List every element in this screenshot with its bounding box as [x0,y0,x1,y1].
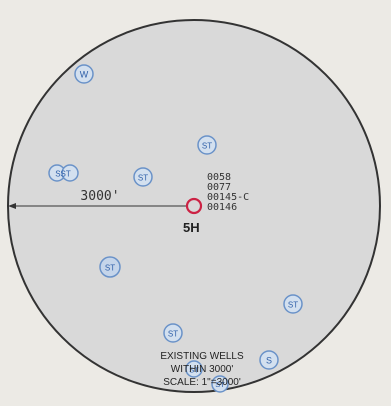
svg-text:S: S [266,356,272,366]
legend-title: EXISTING WELLS [160,351,244,362]
well-marker[interactable]: SST [48,164,79,182]
well-id: 0058 [207,172,231,183]
svg-text:ST: ST [202,142,212,151]
svg-text:SST: SST [55,170,71,179]
well-id: 00146 [207,202,237,213]
well-marker[interactable]: S [259,350,279,370]
radius-arrow-icon [8,203,16,209]
well-marker[interactable]: ST [211,375,229,393]
radius-label: 3000' [80,189,119,204]
legend-scale: SCALE: 1"=3000' [163,377,241,388]
svg-text:ST: ST [215,380,225,389]
legend-subtitle: WITHIN 3000' [171,364,234,375]
svg-text:ST: ST [288,301,298,310]
well-marker[interactable]: ST [163,323,183,343]
well-marker[interactable]: ST [133,167,153,187]
well-marker[interactable]: ST [99,256,121,278]
svg-text:ST: ST [168,330,178,339]
well-name: 5H [183,220,200,235]
well-marker[interactable]: ST [197,135,217,155]
well-marker[interactable]: ST [283,294,303,314]
svg-text:ST: ST [138,174,148,183]
target-well-icon[interactable] [185,197,203,215]
svg-text:ST: ST [105,264,115,273]
well-id: 0077 [207,182,231,193]
svg-text:W: W [80,70,89,80]
well-marker[interactable]: ST [185,360,203,378]
well-id: 00145-C [207,192,249,203]
well-marker[interactable]: W [74,64,94,84]
svg-text:ST: ST [189,366,199,375]
